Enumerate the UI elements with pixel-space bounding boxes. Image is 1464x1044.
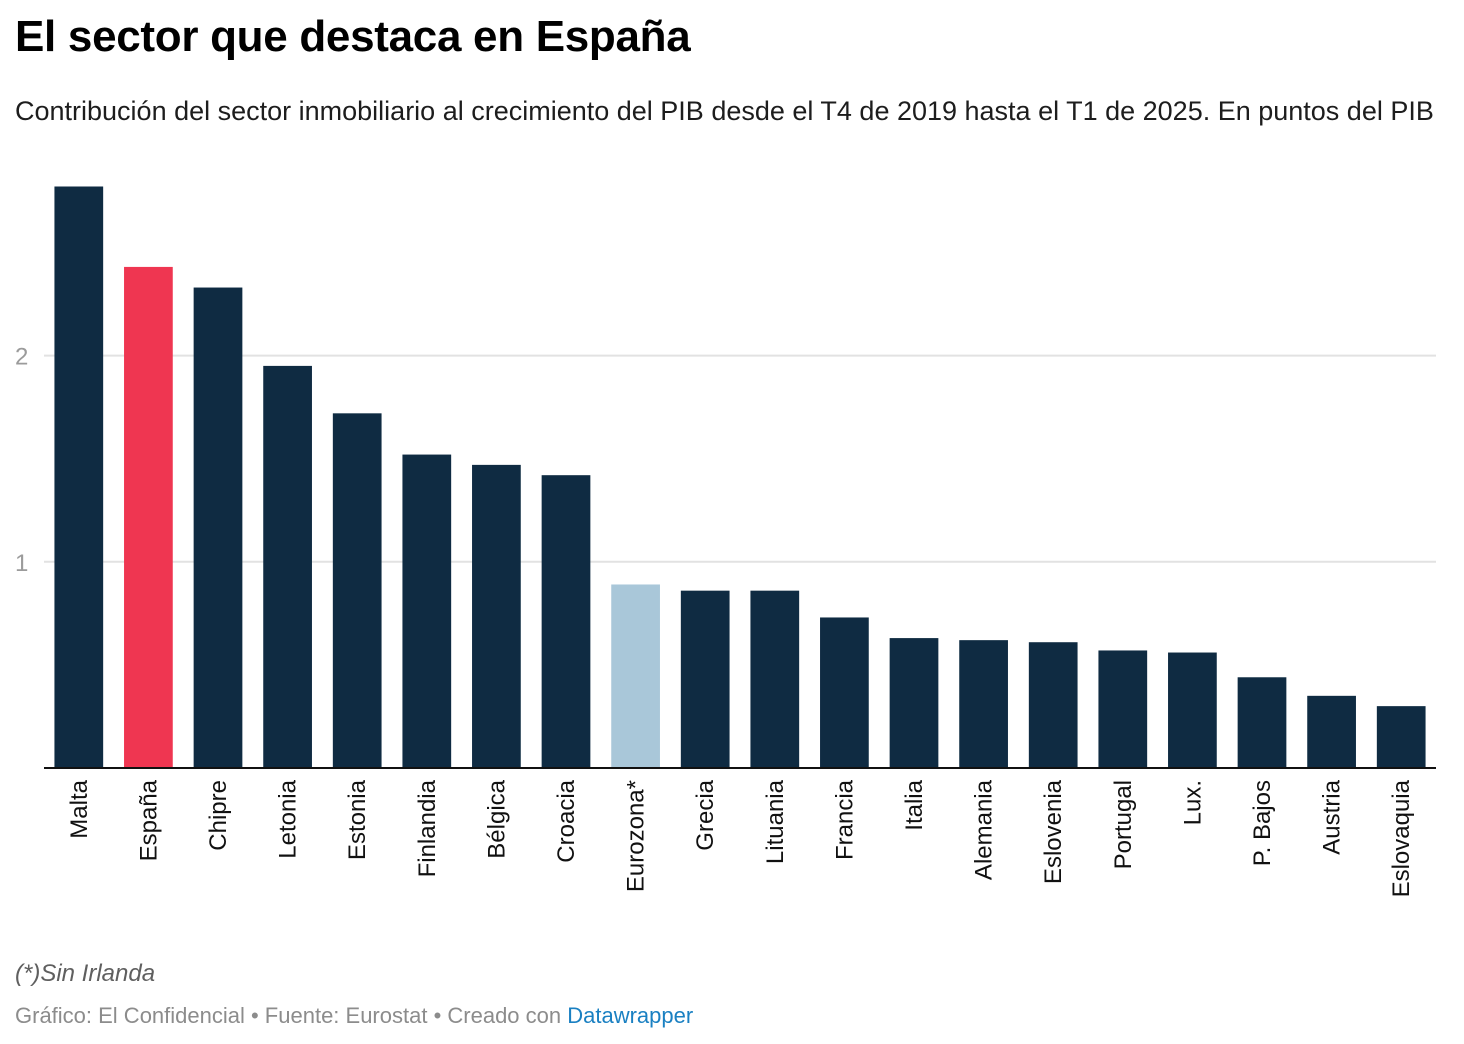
x-tick-label: P. Bajos	[1249, 780, 1276, 866]
byline-credit: Gráfico: El Confidencial • Fuente: Euros…	[15, 1003, 568, 1028]
bar	[193, 287, 243, 768]
y-tick-label: 2	[15, 344, 28, 371]
x-tick-label: Portugal	[1110, 780, 1137, 869]
x-tick-label: Lux.	[1179, 780, 1206, 825]
bar	[1376, 706, 1426, 768]
datawrapper-link[interactable]: Datawrapper	[567, 1003, 694, 1028]
x-tick-label: Letonia	[275, 779, 302, 858]
bar	[611, 584, 660, 768]
x-tick-label: Italia	[901, 779, 928, 830]
x-tick-label: Grecia	[692, 779, 719, 850]
bar	[750, 590, 800, 768]
bar	[959, 640, 1008, 768]
bar	[54, 186, 104, 768]
x-tick-label: Eurozona*	[623, 780, 650, 892]
x-tick-label: Eslovenia	[1040, 779, 1067, 884]
bar-chart: 1 2 Malta España Chipre Letonia Estonia Finland…	[15, 186, 1436, 897]
bar	[1098, 650, 1148, 768]
bar	[1307, 695, 1356, 768]
x-tick-label: Malta	[66, 779, 93, 838]
x-tick-label: Austria	[1319, 779, 1346, 854]
x-tick-label: Croacia	[553, 779, 580, 862]
bar	[124, 266, 173, 768]
y-tick-label: 1	[15, 550, 28, 577]
x-tick-label: Bélgica	[483, 779, 510, 858]
x-tick-label: Finlandia	[414, 779, 441, 877]
chart-note: (*)Sin Irlanda	[15, 960, 156, 987]
x-tick-label: España	[135, 779, 162, 861]
x-tick-label: Alemania	[971, 779, 998, 880]
bar	[680, 590, 730, 768]
x-tick-label: Eslovaquia	[1388, 779, 1415, 897]
bar	[889, 638, 939, 768]
x-tick-label: Francia	[831, 779, 858, 860]
bar	[263, 365, 312, 768]
x-tick-label: Estonia	[344, 779, 371, 860]
bar	[541, 475, 591, 768]
bar	[402, 454, 452, 768]
chart-title: El sector que destaca en España	[15, 12, 691, 61]
bar	[1028, 642, 1078, 768]
chart-subtitle: Contribución del sector inmobiliario al …	[15, 96, 1434, 126]
bar	[1168, 652, 1217, 768]
bar	[1237, 677, 1287, 768]
bar	[472, 464, 521, 768]
chart-byline: Gráfico: El Confidencial • Fuente: Euros…	[15, 1003, 693, 1029]
bar	[820, 617, 869, 768]
x-tick-label: Lituania	[762, 779, 789, 864]
x-tick-label: Chipre	[205, 780, 232, 851]
bar	[332, 413, 382, 768]
